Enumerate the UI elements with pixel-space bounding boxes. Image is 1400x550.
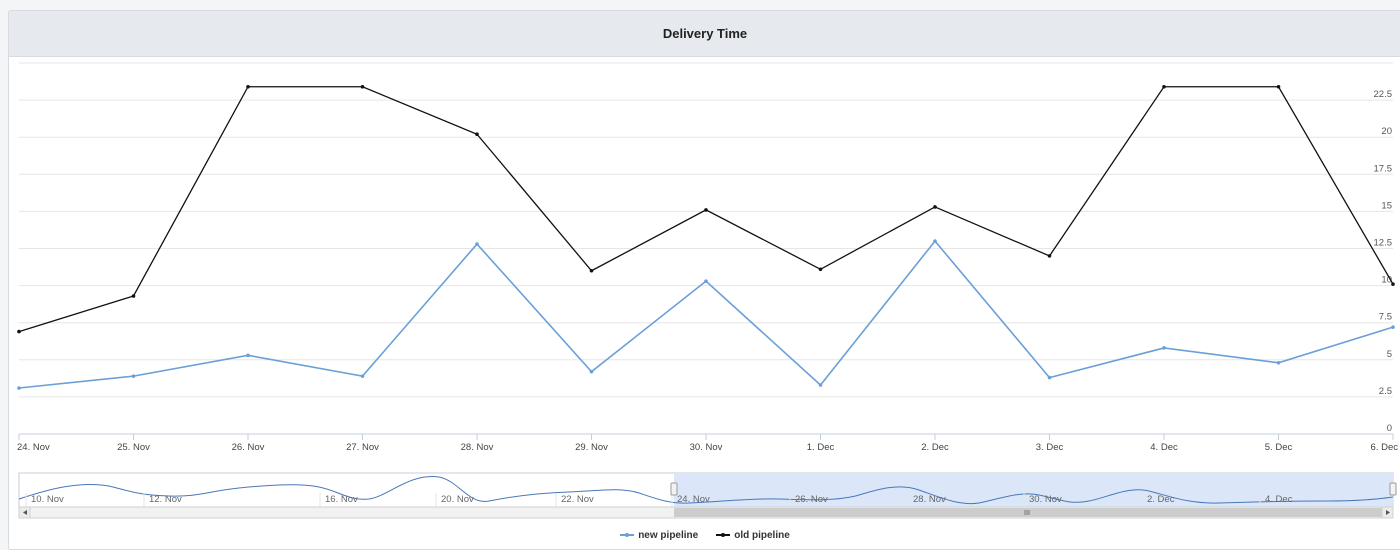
x-tick-label: 1. Dec [807,442,835,453]
data-point-old-pipeline [360,84,365,89]
x-tick-label: 5. Dec [1265,442,1293,453]
navigator-label: 24. Nov [677,494,710,505]
navigator-label: 22. Nov [561,494,594,505]
x-tick-label: 4. Dec [1150,442,1178,453]
data-point-new-pipeline [933,239,937,243]
scrollbar-grip-icon [1024,510,1030,515]
data-point-new-pipeline [360,374,365,378]
navigator-label: 20. Nov [441,494,474,505]
arrow-right-icon [1386,510,1390,515]
navigator[interactable]: 10. Nov 12. Nov 16. Nov 20. Nov 22. Nov 24. N… [18,472,1397,519]
y-tick-label: 5 [1387,349,1392,360]
data-point-old-pipeline [933,205,937,209]
navigator-label: 30. Nov [1029,494,1062,505]
legend-swatch-new-pipeline [620,533,635,537]
data-point-old-pipeline [246,84,250,89]
legend: new pipeline old pipeline [9,527,1400,543]
navigator-label: 26. Nov [795,494,828,505]
data-point-new-pipeline [1276,360,1281,365]
x-tick-label: 2. Dec [921,442,949,453]
navigator-label: 2. Dec [1147,494,1175,505]
y-tick-label: 15 [1381,200,1392,211]
data-point-new-pipeline [17,386,21,390]
data-point-new-pipeline [131,374,136,378]
legend-label-old-pipeline: old pipeline [734,529,790,541]
navigator-handle-right[interactable] [1389,482,1397,496]
navigator-label: 12. Nov [149,494,182,505]
data-point-new-pipeline [589,369,594,374]
legend-item-old-pipeline[interactable]: old pipeline [716,527,790,543]
data-point-new-pipeline [704,279,708,283]
data-point-old-pipeline [704,208,708,212]
x-tick-label: 30. Nov [690,442,723,453]
series-layer [17,84,1395,390]
data-point-new-pipeline [475,242,479,246]
scrollbar-thumb[interactable] [674,508,1383,517]
data-point-old-pipeline [475,132,479,137]
x-tick-label: 24. Nov [17,442,50,453]
x-tick-label: 6. Dec [1371,442,1399,453]
data-point-new-pipeline [1047,375,1052,380]
legend-item-new-pipeline[interactable]: new pipeline [620,527,698,543]
series-line-new-pipeline [18,239,1394,389]
y-tick-label: 2.5 [1379,386,1392,397]
y-tick-label: 17.5 [1374,163,1393,174]
navigator-label: 4. Dec [1265,494,1293,505]
y-tick-label: 12.5 [1374,238,1393,249]
data-point-old-pipeline [1391,282,1395,286]
x-tick-label: 3. Dec [1036,442,1064,453]
legend-label-new-pipeline: new pipeline [638,529,699,541]
data-point-old-pipeline [818,267,823,272]
data-point-new-pipeline [246,353,250,358]
x-tick-label: 29. Nov [575,442,608,453]
data-point-old-pipeline [131,294,136,298]
y-tick-label: 0 [1387,423,1392,434]
navigator-label: 28. Nov [913,494,946,505]
y-tick-label: 10 [1381,275,1392,286]
x-axis: 24. Nov 25. Nov 26. Nov 27. Nov 28. Nov 29. N… [17,434,1398,453]
chart-panel: Delivery Time 24. Nov 25. Nov 26. Nov 27. N… [8,10,1400,550]
data-point-old-pipeline [1276,84,1281,89]
y-tick-label: 22.5 [1374,89,1393,100]
navigator-label: 16. Nov [325,494,358,505]
data-point-new-pipeline [1162,346,1166,350]
x-tick-label: 25. Nov [117,442,150,453]
x-tick-label: 28. Nov [461,442,494,453]
navigator-handle-left[interactable] [670,482,678,496]
delivery-time-chart: 24. Nov 25. Nov 26. Nov 27. Nov 28. Nov 29. N… [17,62,1398,519]
data-point-new-pipeline [818,383,823,387]
data-point-old-pipeline [589,268,594,273]
data-point-old-pipeline [1047,254,1052,258]
data-point-new-pipeline [1391,325,1395,329]
y-tick-label: 7.5 [1379,312,1392,323]
arrow-left-icon [23,510,27,515]
grid-lines [19,62,1393,435]
data-point-old-pipeline [17,329,21,334]
chart-header: Delivery Time [9,11,1400,57]
y-tick-label: 20 [1381,126,1392,137]
x-tick-label: 26. Nov [232,442,265,453]
data-point-old-pipeline [1162,84,1166,89]
x-tick-label: 27. Nov [346,442,379,453]
navigator-label: 10. Nov [31,494,64,505]
y-axis: 0 2.5 5 7.5 10 12.5 15 17.5 20 22.5 [1374,89,1393,434]
legend-swatch-old-pipeline [716,533,731,537]
navigator-series [18,476,1394,505]
chart-title: Delivery Time [662,26,748,41]
